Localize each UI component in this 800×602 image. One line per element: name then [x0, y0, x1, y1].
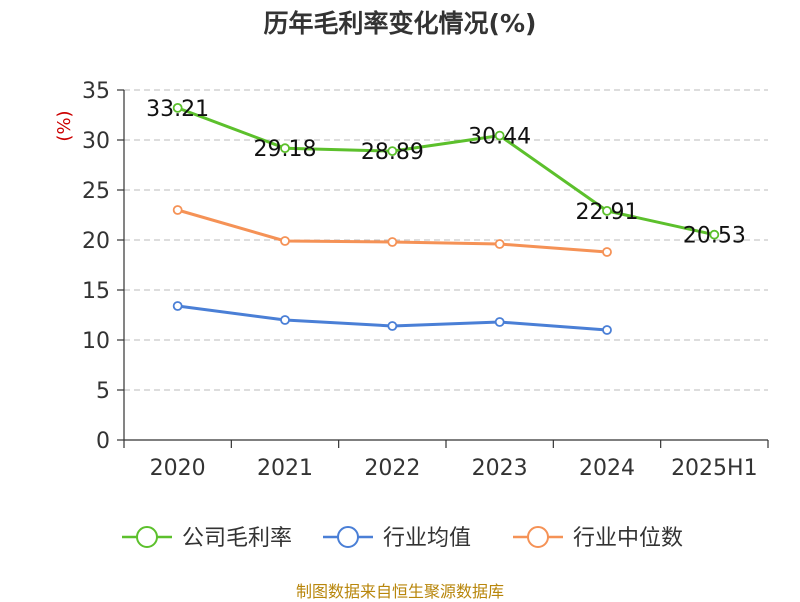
- y-tick-label: 10: [82, 329, 110, 354]
- x-tick-label: 2021: [257, 456, 313, 481]
- data-label: 33.21: [146, 97, 209, 122]
- data-label: 30.44: [468, 125, 531, 150]
- legend-marker: [136, 526, 158, 548]
- x-tick-label: 2023: [472, 456, 528, 481]
- y-tick-label: 20: [82, 229, 110, 254]
- data-point: [172, 301, 183, 311]
- data-point: [709, 229, 720, 240]
- data-label: 29.18: [254, 137, 317, 162]
- legend-label: 行业中位数: [573, 526, 683, 551]
- data-labels: 33.21 29.18 28.89 30.44 22.91 20.53: [146, 97, 746, 249]
- data-point: [602, 247, 612, 257]
- data-point: [280, 143, 290, 154]
- chart-title: 历年毛利率变化情况(%): [263, 9, 537, 38]
- data-point: [172, 103, 183, 113]
- y-tick-label: 15: [82, 279, 110, 304]
- legend-marker: [527, 526, 549, 548]
- data-point: [280, 315, 290, 325]
- legend-label: 行业均值: [383, 526, 471, 551]
- data-point: [172, 205, 183, 215]
- y-tick-label: 25: [82, 179, 110, 204]
- data-point: [387, 237, 398, 247]
- series-lines: [172, 103, 720, 335]
- grid-lines: [124, 89, 768, 391]
- data-point: [602, 325, 612, 335]
- legend-label: 公司毛利率: [182, 526, 292, 551]
- data-point: [387, 321, 398, 331]
- y-tick-label: 30: [82, 129, 110, 154]
- legend-marker: [337, 526, 359, 548]
- x-tick-label: 2020: [150, 456, 206, 481]
- data-point: [387, 146, 398, 157]
- y-tick-label: 35: [82, 79, 110, 104]
- y-tick-labels: 0 5 10 15 20 25 30 35: [82, 79, 110, 454]
- data-point: [280, 236, 290, 246]
- source-note: 制图数据来自恒生聚源数据库: [295, 582, 504, 601]
- x-tick-label: 2024: [579, 456, 635, 481]
- data-point: [602, 205, 612, 216]
- axes: [117, 89, 769, 448]
- data-label: 22.91: [576, 200, 639, 225]
- x-tick-labels: 2020 2021 2022 2023 2024 2025H1: [150, 456, 758, 481]
- legend: 公司毛利率 行业均值 行业中位数: [122, 526, 683, 551]
- data-point: [494, 130, 505, 141]
- x-tick-label: 2022: [364, 456, 420, 481]
- y-tick-label: 0: [96, 429, 110, 454]
- series-line: [177, 106, 715, 237]
- x-tick-label: 2025H1: [671, 456, 758, 481]
- data-point: [494, 239, 505, 249]
- data-point: [494, 317, 505, 327]
- data-label: 20.53: [683, 224, 746, 249]
- y-axis-label: (%): [54, 110, 75, 141]
- data-label: 28.89: [361, 140, 424, 165]
- y-tick-label: 5: [96, 379, 110, 404]
